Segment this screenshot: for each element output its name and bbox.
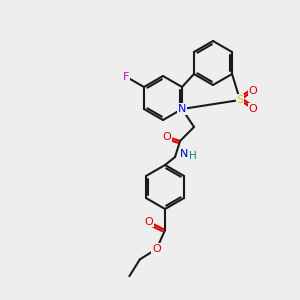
Text: H: H <box>189 151 197 161</box>
Text: S: S <box>236 95 244 105</box>
Text: O: O <box>144 217 153 226</box>
Text: O: O <box>249 104 257 114</box>
Text: O: O <box>249 86 257 96</box>
Text: O: O <box>152 244 161 254</box>
Text: F: F <box>123 71 129 82</box>
Text: N: N <box>178 104 186 114</box>
Text: N: N <box>180 149 188 159</box>
Text: O: O <box>163 132 171 142</box>
